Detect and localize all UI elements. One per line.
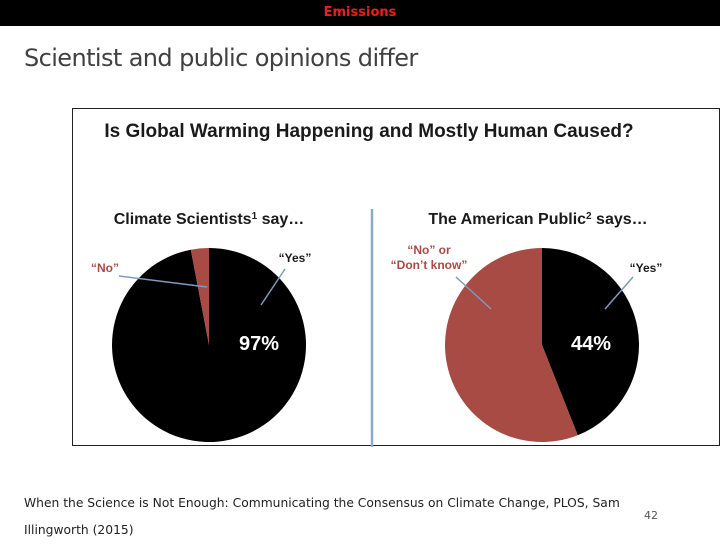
slide-title: Scientist and public opinions differ	[24, 44, 418, 72]
public-yes-value-label: 44%	[571, 333, 611, 355]
scientists-pie-slice-no	[190, 248, 209, 345]
public-yes-leader-line	[604, 276, 634, 310]
top-bar: Emissions	[0, 0, 720, 26]
chart-title: Is Global Warming Happening and Mostly H…	[104, 121, 633, 142]
scientists-no-leader-line	[118, 275, 208, 288]
scientists-yes-label: “Yes”	[279, 251, 312, 265]
public-yes-label: “Yes”	[630, 261, 663, 275]
scientists-yes-value-label: 97%	[239, 333, 279, 355]
public-no-label-line1: “No” or	[407, 243, 451, 257]
public-no-leader-line	[455, 276, 492, 310]
section-title: Emissions	[323, 5, 397, 20]
chart-svg: Is Global Warming Happening and Mostly H…	[91, 121, 663, 447]
public-pie-slice-yes	[542, 247, 640, 436]
public-no-label-line2: “Don’t know”	[391, 258, 468, 272]
public-chart-title: The American Public2 says…	[428, 211, 647, 229]
source-caption: When the Science is Not Enough: Communic…	[24, 496, 620, 537]
scientists-pie-slice-yes	[112, 248, 307, 442]
scientists-no-label: “No”	[91, 261, 119, 275]
pie-chart-figure: Is Global Warming Happening and Mostly H…	[72, 108, 720, 447]
page-number: 42	[644, 509, 658, 522]
scientists-chart-title: Climate Scientists1 say…	[114, 211, 305, 229]
scientists-yes-leader-line	[260, 268, 286, 306]
